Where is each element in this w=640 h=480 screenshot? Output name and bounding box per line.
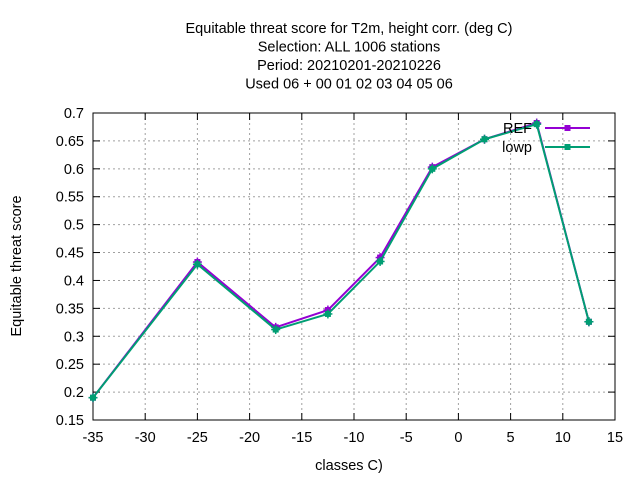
x-tick-label: -15 xyxy=(291,430,312,446)
y-tick-label: 0.6 xyxy=(64,162,84,178)
legend-label-ref: REF xyxy=(503,121,532,137)
series-line-lowp xyxy=(92,123,590,399)
chart-title-line: Used 06 + 00 01 02 03 04 05 06 xyxy=(245,77,453,93)
x-tick-label: 0 xyxy=(454,430,462,446)
series-line-ref xyxy=(92,122,590,399)
x-tick-label: 10 xyxy=(555,430,571,446)
y-tick-label: 0.2 xyxy=(64,385,84,401)
legend-marker-ref xyxy=(564,125,571,131)
y-tick-label: 0.7 xyxy=(64,106,84,122)
y-tick-label: 0.5 xyxy=(64,218,84,234)
chart-title-line: Equitable threat score for T2m, height c… xyxy=(186,21,513,37)
series xyxy=(88,118,594,403)
y-tick-label: 0.55 xyxy=(56,190,84,206)
grid xyxy=(93,113,615,420)
x-tick-label: -10 xyxy=(344,430,365,446)
y-axis-label: Equitable threat score xyxy=(9,195,25,336)
legend-label-lowp: lowp xyxy=(502,140,532,156)
y-tick-label: 0.45 xyxy=(56,246,84,262)
y-tick-label: 0.15 xyxy=(56,413,84,429)
x-tick-label: 15 xyxy=(607,430,623,446)
x-tick-label: -25 xyxy=(187,430,208,446)
x-tick-label: -20 xyxy=(239,430,260,446)
legend-marker-lowp xyxy=(564,144,571,150)
x-tick-label: -5 xyxy=(400,430,413,446)
chart-title-line: Period: 20210201-20210226 xyxy=(257,58,441,74)
chart-title-line: Selection: ALL 1006 stations xyxy=(258,40,440,56)
x-axis-label: classes C) xyxy=(315,458,383,474)
x-axis: -35 -30 -25 -20 -15 -10 -5 0 5 10 15 xyxy=(83,113,623,446)
y-tick-label: 0.25 xyxy=(56,357,84,373)
x-tick-label: -35 xyxy=(83,430,104,446)
y-tick-label: 0.65 xyxy=(56,134,84,150)
legend: REF lowp xyxy=(502,121,590,156)
x-tick-label: -30 xyxy=(135,430,156,446)
y-axis: 0.15 0.2 0.25 0.3 0.35 0.4 0.45 0.5 0.55 0.6 0.65 0… xyxy=(56,106,615,429)
chart-title: Equitable threat score for T2m, height c… xyxy=(186,21,513,93)
y-tick-label: 0.3 xyxy=(64,329,84,345)
x-tick-label: 5 xyxy=(507,430,515,446)
y-tick-label: 0.4 xyxy=(64,273,84,289)
y-tick-label: 0.35 xyxy=(56,301,84,317)
